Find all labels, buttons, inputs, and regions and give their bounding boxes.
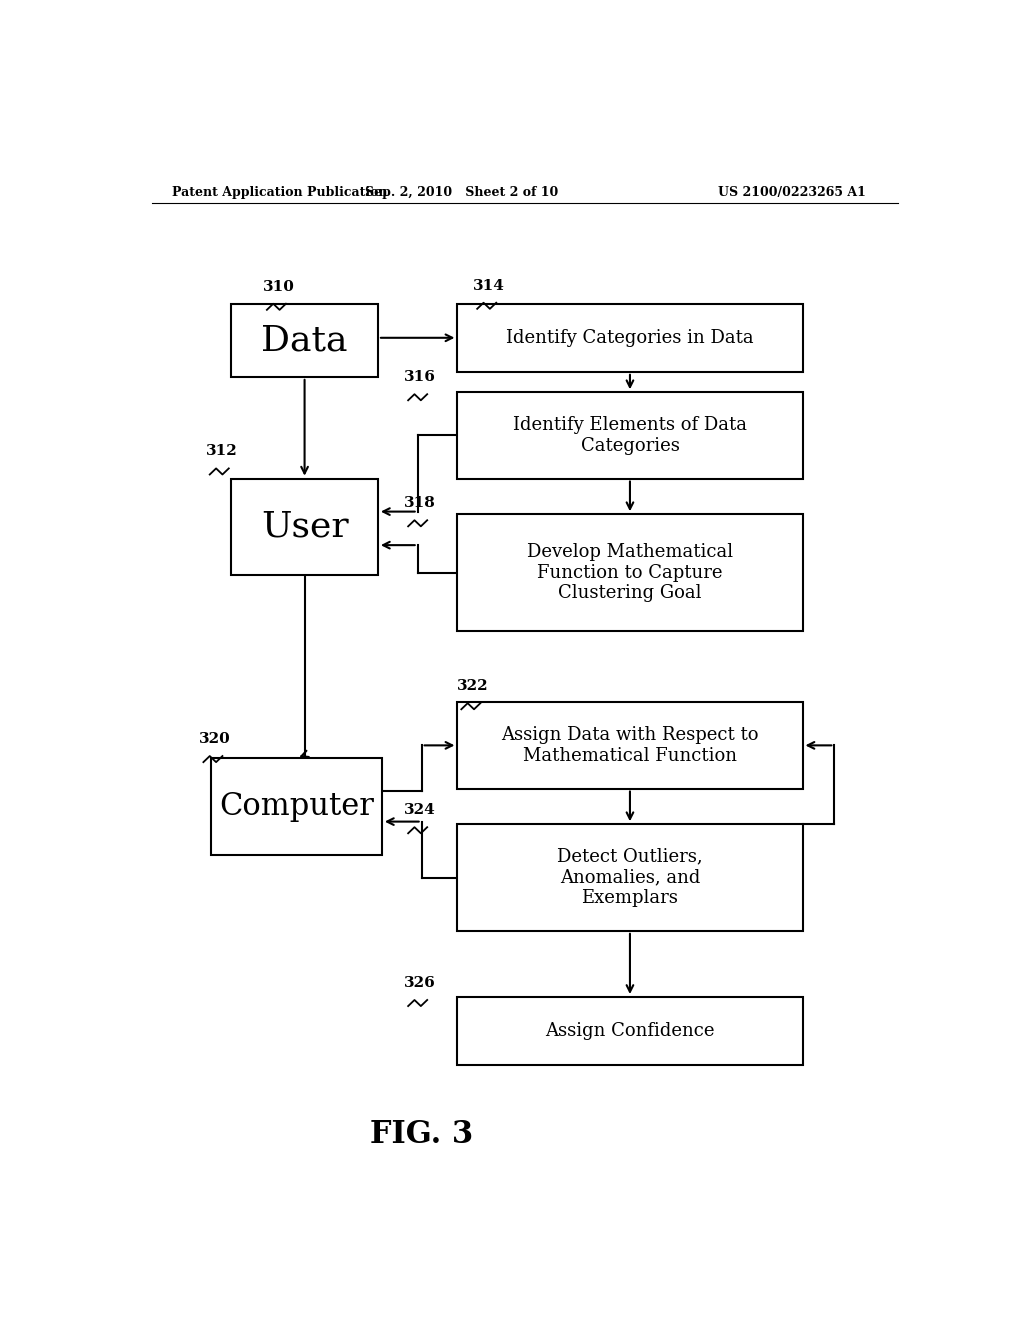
Text: Patent Application Publication: Patent Application Publication: [172, 186, 387, 199]
FancyBboxPatch shape: [211, 758, 382, 854]
FancyBboxPatch shape: [231, 479, 378, 576]
Text: 326: 326: [404, 975, 436, 990]
Text: Assign Confidence: Assign Confidence: [545, 1022, 715, 1040]
Text: Data: Data: [261, 323, 348, 358]
Text: Computer: Computer: [219, 791, 374, 822]
Text: 322: 322: [458, 678, 489, 693]
FancyBboxPatch shape: [458, 515, 803, 631]
Text: Identify Elements of Data
Categories: Identify Elements of Data Categories: [513, 416, 746, 455]
Text: 324: 324: [404, 803, 436, 817]
Text: Identify Categories in Data: Identify Categories in Data: [506, 329, 754, 347]
Text: FIG. 3: FIG. 3: [370, 1118, 473, 1150]
Text: Detect Outliers,
Anomalies, and
Exemplars: Detect Outliers, Anomalies, and Exemplar…: [557, 847, 702, 907]
Text: 318: 318: [404, 496, 436, 510]
Text: User: User: [261, 510, 348, 544]
Text: 310: 310: [263, 280, 295, 293]
Text: Develop Mathematical
Function to Capture
Clustering Goal: Develop Mathematical Function to Capture…: [527, 543, 733, 602]
FancyBboxPatch shape: [458, 824, 803, 931]
Text: Sep. 2, 2010   Sheet 2 of 10: Sep. 2, 2010 Sheet 2 of 10: [365, 186, 558, 199]
FancyBboxPatch shape: [458, 702, 803, 788]
Text: 320: 320: [200, 731, 231, 746]
Text: Assign Data with Respect to
Mathematical Function: Assign Data with Respect to Mathematical…: [501, 726, 759, 764]
FancyBboxPatch shape: [231, 304, 378, 378]
Text: US 2100/0223265 A1: US 2100/0223265 A1: [718, 186, 866, 199]
FancyBboxPatch shape: [458, 997, 803, 1065]
Text: 316: 316: [404, 370, 436, 384]
FancyBboxPatch shape: [458, 392, 803, 479]
FancyBboxPatch shape: [458, 304, 803, 372]
Text: 314: 314: [473, 279, 505, 293]
Text: 312: 312: [206, 445, 238, 458]
